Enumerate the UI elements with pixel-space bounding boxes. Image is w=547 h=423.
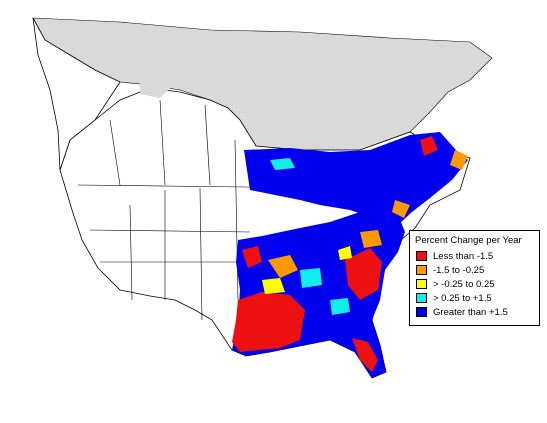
patch-red-carolina — [345, 248, 382, 300]
patch-yellow-se2 — [338, 246, 352, 260]
western-coast — [32, 17, 121, 171]
legend-item-minus-0-25-to-0-25: > -0.25 to 0.25 — [416, 278, 495, 290]
patch-orange-ne — [450, 150, 468, 170]
patch-cyan-ne — [270, 158, 295, 170]
legend-title: Percent Change per Year — [415, 235, 522, 246]
legend-label: Greater than +1.5 — [433, 306, 508, 318]
legend-swatch — [416, 279, 427, 289]
legend-swatch — [416, 307, 427, 317]
range-northeast — [244, 132, 468, 225]
legend-swatch — [416, 251, 427, 261]
patch-cyan-se2 — [330, 298, 350, 315]
legend-swatch — [416, 265, 427, 275]
legend-label: > 0.25 to +1.5 — [433, 292, 492, 304]
legend-label: -1.5 to -0.25 — [433, 264, 485, 276]
patch-red-florida — [352, 338, 378, 372]
patch-orange-se2 — [360, 230, 382, 248]
legend-label: > -0.25 to 0.25 — [433, 278, 495, 290]
patch-red-gulf — [232, 292, 305, 352]
patch-orange-ne2 — [392, 200, 410, 218]
legend-swatch — [416, 293, 427, 303]
legend-item-greater-than-1-5: Greater than +1.5 — [416, 306, 508, 318]
patch-orange-se — [268, 255, 298, 278]
legend-label: Less than -1.5 — [433, 250, 494, 262]
legend-item-0-25-to-1-5: > 0.25 to +1.5 — [416, 292, 492, 304]
patch-cyan-se — [300, 268, 322, 288]
legend-item-minus-1-5-to-minus-0-25: -1.5 to -0.25 — [416, 264, 484, 276]
nodata-patch — [140, 80, 170, 98]
legend: Percent Change per Year Less than -1.5 -… — [409, 230, 540, 326]
legend-item-less-than-minus-1-5: Less than -1.5 — [416, 250, 493, 262]
patch-red-texas — [242, 246, 262, 268]
patch-yellow-se — [262, 278, 285, 294]
patch-red-ne — [420, 136, 438, 156]
